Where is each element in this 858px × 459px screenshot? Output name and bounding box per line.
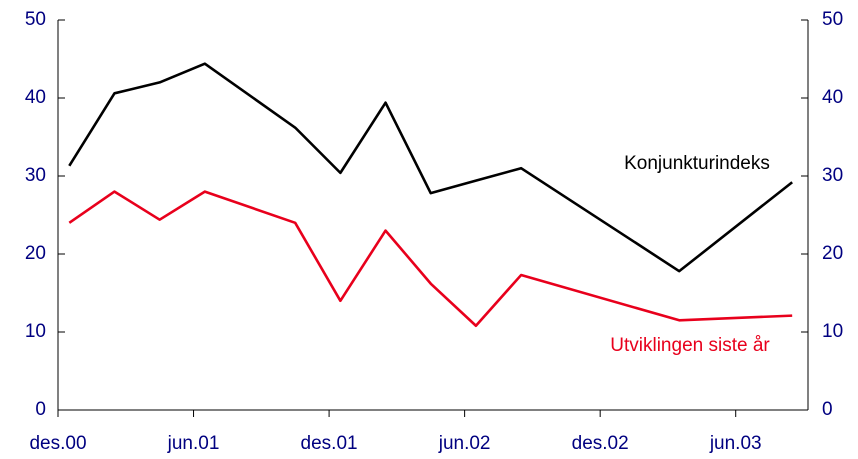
y-tick-label: 0 xyxy=(35,399,46,420)
series-label: Utviklingen siste år xyxy=(610,335,770,356)
x-tick-label: jun.01 xyxy=(167,433,220,454)
y-tick-label: 50 xyxy=(25,9,46,30)
series-line xyxy=(68,62,793,273)
x-tick-label: jun.02 xyxy=(438,433,491,454)
y-tick-label: 40 xyxy=(25,87,46,108)
y-tick-label: 30 xyxy=(25,165,46,186)
y-tick-label: 10 xyxy=(25,321,46,342)
x-tick-label: jun.03 xyxy=(709,433,762,454)
x-tick-label: des.00 xyxy=(29,433,86,454)
series-line xyxy=(68,190,793,328)
y2-tick-label: 0 xyxy=(822,399,833,420)
y2-tick-label: 40 xyxy=(822,87,843,108)
x-tick-label: des.02 xyxy=(572,433,629,454)
x-tick-label: des.01 xyxy=(301,433,358,454)
y2-tick-label: 50 xyxy=(822,9,843,30)
y2-tick-label: 30 xyxy=(822,165,843,186)
series-label: Konjunkturindeks xyxy=(624,153,770,174)
y-tick-label: 20 xyxy=(25,243,46,264)
y2-tick-label: 20 xyxy=(822,243,843,264)
y2-tick-label: 10 xyxy=(822,321,843,342)
